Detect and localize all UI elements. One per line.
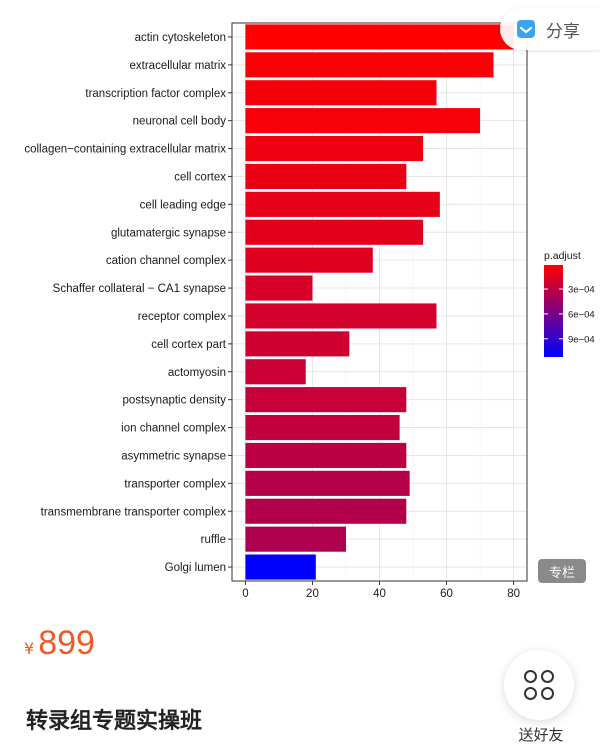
bar: [245, 80, 437, 106]
bar: [245, 331, 350, 357]
x-tick-label: 40: [373, 588, 386, 600]
course-title: 转录组专题实操班: [26, 709, 203, 734]
y-tick-label: neuronal cell body: [133, 116, 227, 128]
y-tick-label: transcription factor complex: [85, 88, 226, 100]
bar: [245, 247, 373, 273]
bar-chart: actin cytoskeleton extracellular matrix tr…: [24, 22, 595, 600]
grid-icon: [524, 670, 554, 700]
y-tick-label: collagen−containing extracellular matrix: [24, 144, 226, 156]
gift-label[interactable]: 送好友: [518, 726, 564, 744]
gift-button[interactable]: [504, 650, 574, 720]
legend-label: 9e−04: [568, 334, 595, 345]
y-tick-label: asymmetric synapse: [121, 450, 226, 462]
share-icon: [517, 20, 535, 38]
x-tick-label: 80: [507, 588, 520, 600]
price-value: 899: [38, 624, 95, 662]
bar: [245, 135, 424, 162]
x-tick-label: 60: [440, 588, 453, 600]
column-badge[interactable]: 专栏: [538, 559, 586, 583]
legend-label: 3e−04: [568, 285, 595, 296]
y-tick-label: ion channel complex: [121, 423, 226, 435]
y-tick-label: cell leading edge: [140, 199, 226, 211]
bar: [245, 163, 407, 190]
bar: [245, 554, 316, 580]
bar: [245, 470, 410, 496]
y-tick-label: transmembrane transporter complex: [41, 506, 227, 518]
share-button[interactable]: 分享: [500, 8, 600, 50]
share-label: 分享: [546, 21, 580, 42]
bar: [245, 303, 437, 329]
y-tick-label: Schaffer collateral − CA1 synapse: [53, 283, 226, 295]
y-tick-label: ruffle: [201, 534, 226, 546]
legend-label: 6e−04: [568, 309, 595, 320]
y-tick-label: glutamatergic synapse: [111, 227, 226, 239]
bar: [245, 498, 407, 524]
bar: [245, 108, 481, 134]
legend-title: p.adjust: [544, 250, 581, 262]
bar: [245, 526, 346, 552]
bar: [245, 359, 306, 385]
bar: [245, 52, 494, 78]
y-tick-label: postsynaptic density: [122, 395, 226, 407]
legend-colorbar: [544, 265, 563, 357]
x-tick-label: 20: [306, 588, 319, 600]
y-tick-label: Golgi lumen: [165, 562, 226, 574]
y-tick-label: actomyosin: [168, 367, 226, 379]
y-tick-label: actin cytoskeleton: [135, 32, 226, 44]
y-tick-label: extracellular matrix: [130, 60, 227, 72]
y-tick-label: transporter complex: [124, 478, 226, 490]
y-tick-label: receptor complex: [138, 311, 226, 323]
price-currency: ¥: [24, 639, 35, 658]
bar: [245, 275, 313, 301]
bar: [245, 442, 407, 469]
bar: [245, 24, 514, 50]
bar: [245, 219, 424, 245]
bar: [245, 387, 407, 413]
y-tick-label: cell cortex: [174, 171, 226, 183]
x-tick-label: 0: [242, 588, 248, 600]
bar: [245, 414, 400, 441]
y-tick-label: cell cortex part: [151, 339, 227, 351]
price: ¥ 899: [24, 624, 95, 663]
bar: [245, 191, 440, 217]
y-tick-label: cation channel complex: [106, 255, 226, 267]
